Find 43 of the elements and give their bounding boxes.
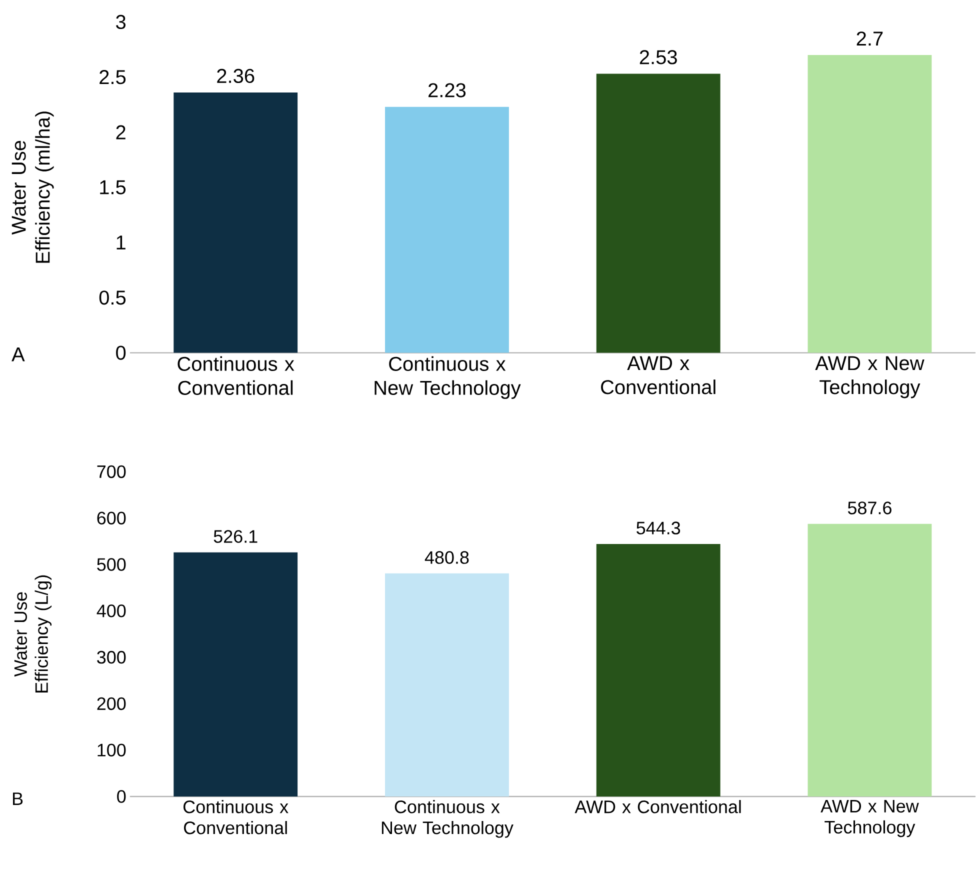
- x-tick-label: Continuous x New Technology: [382, 800, 514, 838]
- y-tick-label: 600: [97, 512, 126, 524]
- bar: [174, 552, 298, 796]
- text: A: [12, 347, 25, 362]
- bar: [596, 544, 720, 796]
- text: B: [13, 792, 23, 805]
- bar: [808, 54, 932, 353]
- data-label: 526.1: [214, 530, 258, 543]
- y-tick-label: 700: [97, 465, 126, 478]
- y-tick-label: 2.5: [100, 70, 126, 84]
- x-tick-label: AWD x Conventional: [601, 356, 716, 394]
- data-label: 2.7: [856, 31, 883, 46]
- x-tick-label: AWD x New Technology: [815, 356, 924, 398]
- bar: [385, 106, 509, 353]
- y-tick-label: 0: [117, 790, 126, 803]
- data-label: 544.3: [636, 521, 680, 534]
- x-tick-label: Continuous x New Technology: [374, 356, 521, 399]
- y-tick-label: 200: [97, 697, 126, 710]
- y-axis-title: Water Use Efficiency (ml/ha): [12, 111, 54, 263]
- y-tick-label: 2: [116, 125, 126, 139]
- y-tick-label: 0: [116, 345, 126, 360]
- bar: [385, 573, 509, 796]
- x-tick-label: AWD x Conventional: [574, 800, 741, 814]
- x-tick-label: Continuous x Conventional: [184, 800, 288, 834]
- y-tick-label: 300: [97, 650, 126, 664]
- y-tick-label: 1.5: [100, 180, 126, 194]
- y-tick-label: 100: [98, 744, 126, 756]
- x-tick-label: Continuous x Conventional: [178, 356, 294, 395]
- bar: [596, 74, 720, 353]
- y-tick-label: 1: [116, 235, 126, 250]
- x-tick-label: AWD x New Technology: [820, 800, 919, 837]
- bar: [808, 524, 932, 796]
- data-label: 480.8: [424, 550, 469, 564]
- y-axis-title: Water Use Efficiency (L/g): [14, 575, 52, 692]
- data-label: 2.53: [640, 50, 677, 64]
- bar: [174, 92, 298, 353]
- y-tick-label: 500: [97, 558, 126, 571]
- data-label: 2.23: [428, 82, 466, 98]
- data-label: 587.6: [848, 501, 892, 514]
- y-tick-label: 3: [116, 14, 126, 29]
- y-tick-label: 0.5: [99, 290, 126, 304]
- y-tick-label: 400: [96, 604, 126, 618]
- data-label: 2.36: [217, 68, 254, 83]
